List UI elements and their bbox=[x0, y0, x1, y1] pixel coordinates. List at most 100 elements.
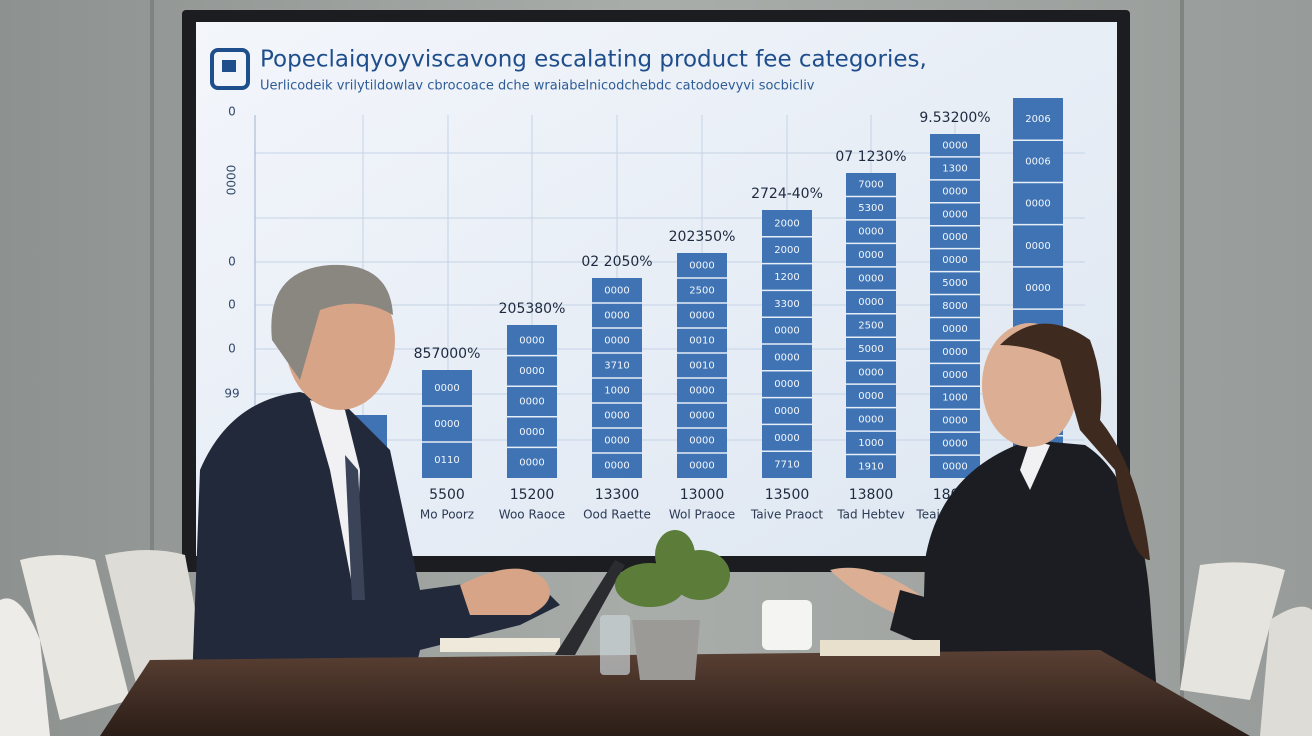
bar-segment-label: 8000 bbox=[942, 301, 967, 312]
chart-subtitle: Uerlicodeik vrilytildowlav cbrocoace dch… bbox=[260, 79, 815, 94]
bar-segment-label: 5000 bbox=[942, 278, 967, 289]
bar-segment-label: 0010 bbox=[689, 361, 714, 372]
bar bbox=[422, 370, 472, 478]
bar-segment-label: 0000 bbox=[519, 397, 544, 408]
bar bbox=[507, 325, 557, 478]
bar-segment-label: 0000 bbox=[689, 436, 714, 447]
bar-segment-label: 0000 bbox=[689, 261, 714, 272]
notebook bbox=[820, 640, 940, 656]
chair bbox=[20, 555, 130, 720]
bar-segment-label: 0000 bbox=[434, 419, 459, 430]
bar-segment-label: 1000 bbox=[858, 438, 883, 449]
wall-panel bbox=[1180, 0, 1184, 736]
bar-segment-label: 0000 bbox=[434, 383, 459, 394]
bar-segment-label: 0000 bbox=[519, 366, 544, 377]
x-category-label: Mo Poorz bbox=[420, 508, 474, 522]
bar-top-label: 02 2050% bbox=[581, 254, 652, 270]
bar-value: 13300 bbox=[595, 487, 640, 503]
x-category-label: Ood Raette bbox=[583, 508, 651, 522]
bar-segment-label: 7710 bbox=[774, 460, 799, 471]
y-axis-label: 0 bbox=[228, 255, 236, 269]
bar bbox=[846, 173, 896, 478]
bar-segment-label: 1000 bbox=[604, 386, 629, 397]
bar-segment-label: 3300 bbox=[774, 299, 799, 310]
bar-segment-label: 0000 bbox=[604, 461, 629, 472]
y-axis-label: 0000 bbox=[225, 165, 239, 196]
logo bbox=[210, 48, 250, 90]
bar-segment-label: 0000 bbox=[689, 311, 714, 322]
bar-top-label: 9.53200% bbox=[919, 110, 990, 126]
chair bbox=[0, 598, 50, 736]
wall-panel bbox=[150, 0, 154, 736]
bar-segment-label: 0000 bbox=[689, 386, 714, 397]
bar-segment-label: 0000 bbox=[774, 326, 799, 337]
x-category-label: Woo Raoce bbox=[499, 508, 565, 522]
bar-segment-label: 0000 bbox=[858, 367, 883, 378]
bar-segment-label: 0000 bbox=[519, 335, 544, 346]
bar-segment-label: 0000 bbox=[942, 186, 967, 197]
y-axis-label: 0 bbox=[228, 342, 236, 356]
x-category-label: Tad Hebtev bbox=[836, 508, 904, 522]
bar-value: 13800 bbox=[849, 487, 894, 503]
bar-segment-label: 0000 bbox=[942, 347, 967, 358]
bar-segment-label: 0000 bbox=[858, 274, 883, 285]
bar-segment-label: 0000 bbox=[942, 462, 967, 473]
y-axis-label: 99 bbox=[224, 387, 239, 401]
bar-segment-label: 0000 bbox=[519, 427, 544, 438]
glass bbox=[600, 615, 630, 675]
bar-segment-label: 0000 bbox=[604, 411, 629, 422]
bar bbox=[677, 253, 727, 478]
bar-segment-label: 3710 bbox=[604, 361, 629, 372]
bar-segment-label: 0000 bbox=[858, 414, 883, 425]
bar-segment-label: 0000 bbox=[604, 436, 629, 447]
bar-segment-label: 2006 bbox=[1025, 114, 1050, 125]
bar-segment-label: 0000 bbox=[858, 250, 883, 261]
bar-segment-label: 0000 bbox=[858, 297, 883, 308]
bar-segment-label: 2500 bbox=[858, 321, 883, 332]
bar-segment-label: 0000 bbox=[689, 411, 714, 422]
chart-title: Popeclaiqyoyviscavong escalating product… bbox=[260, 47, 927, 73]
bar-segment-label: 0000 bbox=[942, 324, 967, 335]
chair bbox=[1260, 606, 1312, 736]
bar-top-label: 2724-40% bbox=[751, 186, 823, 202]
bar-segment-label: 2500 bbox=[689, 286, 714, 297]
notebook bbox=[440, 638, 560, 652]
bar-segment-label: 5000 bbox=[858, 344, 883, 355]
bar-segment-label: 0110 bbox=[434, 455, 459, 466]
plant-pot bbox=[632, 620, 700, 680]
laptop bbox=[555, 560, 625, 655]
bar-segment-label: 0000 bbox=[942, 140, 967, 151]
man bbox=[190, 264, 560, 736]
bar bbox=[930, 134, 980, 478]
bar-segment-label: 0000 bbox=[1025, 283, 1050, 294]
y-axis-label: 0 bbox=[228, 105, 236, 119]
table bbox=[100, 650, 1250, 736]
bar-segment-label: 0000 bbox=[942, 232, 967, 243]
bar-segment-label: 0000 bbox=[519, 458, 544, 469]
bar-segment-label: 5300 bbox=[858, 203, 883, 214]
bar-top-label: 07 1230% bbox=[835, 149, 906, 165]
bar-value: 13000 bbox=[680, 487, 725, 503]
bar-segment-label: 0000 bbox=[942, 416, 967, 427]
bar-value: 5500 bbox=[429, 487, 465, 503]
bar-segment-label: 0000 bbox=[1025, 199, 1050, 210]
chair bbox=[1180, 562, 1285, 700]
bar-segment-label: 7000 bbox=[858, 180, 883, 191]
bar-segment-label: 0000 bbox=[858, 227, 883, 238]
bar-segment-label: 0000 bbox=[942, 370, 967, 381]
x-category-label: Taive Praoct bbox=[750, 508, 824, 522]
bar-segment-label: 0010 bbox=[689, 336, 714, 347]
bar-segment-label: 1200 bbox=[774, 272, 799, 283]
plant bbox=[615, 530, 730, 607]
bar-value: 13500 bbox=[765, 487, 810, 503]
x-category-label: Wol Praoce bbox=[669, 508, 735, 522]
bar-segment-label: 0000 bbox=[689, 461, 714, 472]
bar-segment-label: 1300 bbox=[942, 163, 967, 174]
cup bbox=[762, 600, 812, 650]
bar-segment-label: 0000 bbox=[1025, 241, 1050, 252]
bar-segment-label: 0000 bbox=[604, 336, 629, 347]
bar-value: 15200 bbox=[510, 487, 555, 503]
bar-segment-label: 0000 bbox=[858, 391, 883, 402]
bar-segment-label: 0000 bbox=[942, 439, 967, 450]
